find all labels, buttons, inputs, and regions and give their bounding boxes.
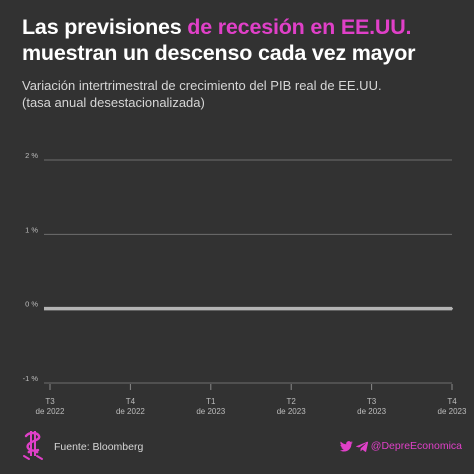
handle-text[interactable]: @DepreEconomica <box>370 440 462 452</box>
social-handle[interactable]: @DepreEconomica <box>339 440 462 452</box>
data-point <box>451 307 453 310</box>
twitter-icon[interactable] <box>339 440 353 452</box>
title-part-2: muestran un descenso cada vez mayor <box>22 41 416 65</box>
chart-subtitle: Variación intertrimestral de crecimiento… <box>22 77 462 111</box>
chart-title: Las previsiones de recesión en EE.UU. mu… <box>22 14 462 66</box>
x-tick-label: T2 de 2023 <box>277 397 306 416</box>
data-point <box>290 307 293 310</box>
title-highlight: de recesión en EE.UU. <box>187 15 412 39</box>
y-tick-label: 1 % <box>25 225 38 234</box>
data-point <box>370 307 373 310</box>
data-point <box>129 307 132 310</box>
telegram-icon[interactable] <box>355 441 368 452</box>
x-tick-label: T3 de 2022 <box>36 397 65 416</box>
x-tick-label: T3 de 2023 <box>357 397 386 416</box>
x-tick-label: T4 de 2022 <box>116 397 145 416</box>
dollar-sign-logo-icon <box>20 429 46 461</box>
x-tick-label: T4 de 2023 <box>438 397 467 416</box>
y-tick-label: -1 % <box>23 374 39 383</box>
data-point <box>49 307 51 310</box>
data-point <box>209 307 212 310</box>
y-tick-label: 2 % <box>25 151 38 160</box>
y-tick-label: 0 % <box>25 300 38 309</box>
source-note: Fuente: Bloomberg <box>54 441 144 453</box>
subtitle-line-2: (tasa anual desestacionalizada) <box>22 95 205 110</box>
x-tick-label: T1 de 2023 <box>196 397 225 416</box>
subtitle-line-1: Variación intertrimestral de crecimiento… <box>22 78 382 93</box>
title-part-1: Las previsiones <box>22 15 188 39</box>
